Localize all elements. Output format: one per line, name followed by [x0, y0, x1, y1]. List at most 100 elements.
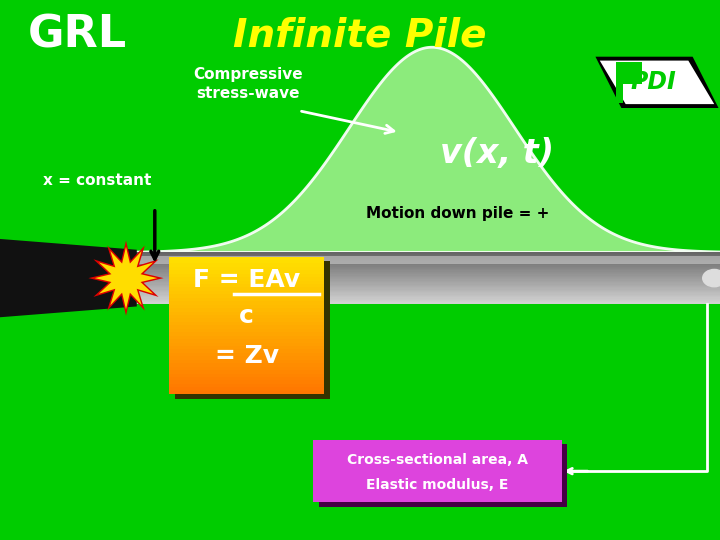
Bar	[169, 377, 324, 380]
Text: GRL: GRL	[27, 14, 127, 57]
Bar	[119, 286, 720, 287]
Bar	[119, 283, 720, 285]
Bar	[119, 274, 720, 275]
Bar	[319, 444, 567, 507]
Bar	[169, 391, 324, 394]
Text: F = EAv: F = EAv	[193, 268, 300, 292]
Bar	[169, 329, 324, 332]
Bar	[119, 299, 720, 300]
Bar	[169, 315, 324, 319]
Bar	[169, 322, 324, 325]
Bar	[169, 367, 324, 370]
Bar	[169, 356, 324, 360]
Bar	[119, 289, 720, 291]
Bar	[119, 261, 720, 262]
Bar	[169, 387, 324, 391]
Bar	[119, 252, 720, 254]
Bar	[169, 363, 324, 367]
Bar	[169, 264, 324, 267]
Bar	[119, 258, 720, 259]
Bar	[623, 62, 636, 82]
Bar	[169, 370, 324, 374]
Text: v(x, t): v(x, t)	[440, 137, 554, 171]
Text: Infinite Pile: Infinite Pile	[233, 16, 487, 54]
Bar	[119, 262, 720, 264]
Circle shape	[703, 269, 720, 287]
Bar	[119, 255, 720, 256]
Text: c: c	[239, 303, 254, 328]
Text: PDI: PDI	[631, 70, 676, 94]
Polygon shape	[595, 57, 719, 108]
Bar	[169, 312, 324, 315]
Polygon shape	[94, 247, 157, 309]
Bar	[313, 440, 562, 502]
Bar	[119, 285, 720, 286]
Bar	[169, 380, 324, 384]
Bar	[119, 275, 720, 277]
Bar	[169, 301, 324, 305]
Bar	[169, 360, 324, 363]
Bar	[169, 319, 324, 322]
Polygon shape	[0, 239, 137, 317]
Bar	[119, 268, 720, 269]
Bar	[623, 80, 642, 84]
Bar	[169, 342, 324, 346]
Bar	[119, 256, 720, 258]
Text: x = constant: x = constant	[43, 173, 152, 188]
Bar	[119, 291, 720, 292]
Bar	[119, 302, 720, 303]
Bar	[169, 270, 324, 274]
Bar	[169, 339, 324, 342]
Text: Cross-sectional area, A: Cross-sectional area, A	[347, 453, 528, 467]
Bar	[119, 277, 720, 278]
Bar	[169, 374, 324, 377]
Bar	[175, 261, 330, 399]
Bar	[169, 349, 324, 353]
Bar	[119, 273, 720, 274]
Bar	[119, 272, 720, 273]
Bar	[169, 353, 324, 356]
Bar	[169, 291, 324, 294]
Bar	[119, 300, 720, 301]
Bar	[169, 336, 324, 339]
Bar	[119, 264, 720, 265]
Bar	[169, 325, 324, 329]
Bar	[119, 298, 720, 299]
Bar	[119, 281, 720, 282]
Bar	[169, 305, 324, 308]
Bar	[119, 301, 720, 302]
Bar	[119, 292, 720, 293]
Bar	[119, 288, 720, 289]
Bar	[119, 267, 720, 268]
Bar	[169, 267, 324, 270]
Bar	[169, 287, 324, 291]
Text: Compressive
stress-wave: Compressive stress-wave	[194, 67, 303, 100]
Bar	[119, 295, 720, 296]
Polygon shape	[89, 240, 163, 316]
Bar	[169, 308, 324, 312]
Bar	[616, 62, 623, 103]
Bar	[636, 62, 642, 82]
Bar	[119, 265, 720, 267]
Bar	[169, 298, 324, 301]
Bar	[119, 271, 720, 272]
Bar	[119, 294, 720, 295]
Bar	[119, 259, 720, 260]
Bar	[169, 384, 324, 387]
Polygon shape	[0, 48, 720, 252]
Bar	[169, 332, 324, 336]
Bar	[119, 256, 720, 264]
Text: = Zv: = Zv	[215, 343, 279, 368]
Bar	[169, 346, 324, 349]
Bar	[169, 284, 324, 287]
Bar	[169, 281, 324, 284]
Bar	[119, 269, 720, 271]
Bar	[119, 278, 720, 279]
Polygon shape	[600, 60, 714, 104]
Bar	[119, 279, 720, 281]
Bar	[119, 287, 720, 288]
Bar	[169, 294, 324, 298]
Bar	[119, 296, 720, 298]
Bar	[169, 260, 324, 264]
Bar	[169, 274, 324, 277]
